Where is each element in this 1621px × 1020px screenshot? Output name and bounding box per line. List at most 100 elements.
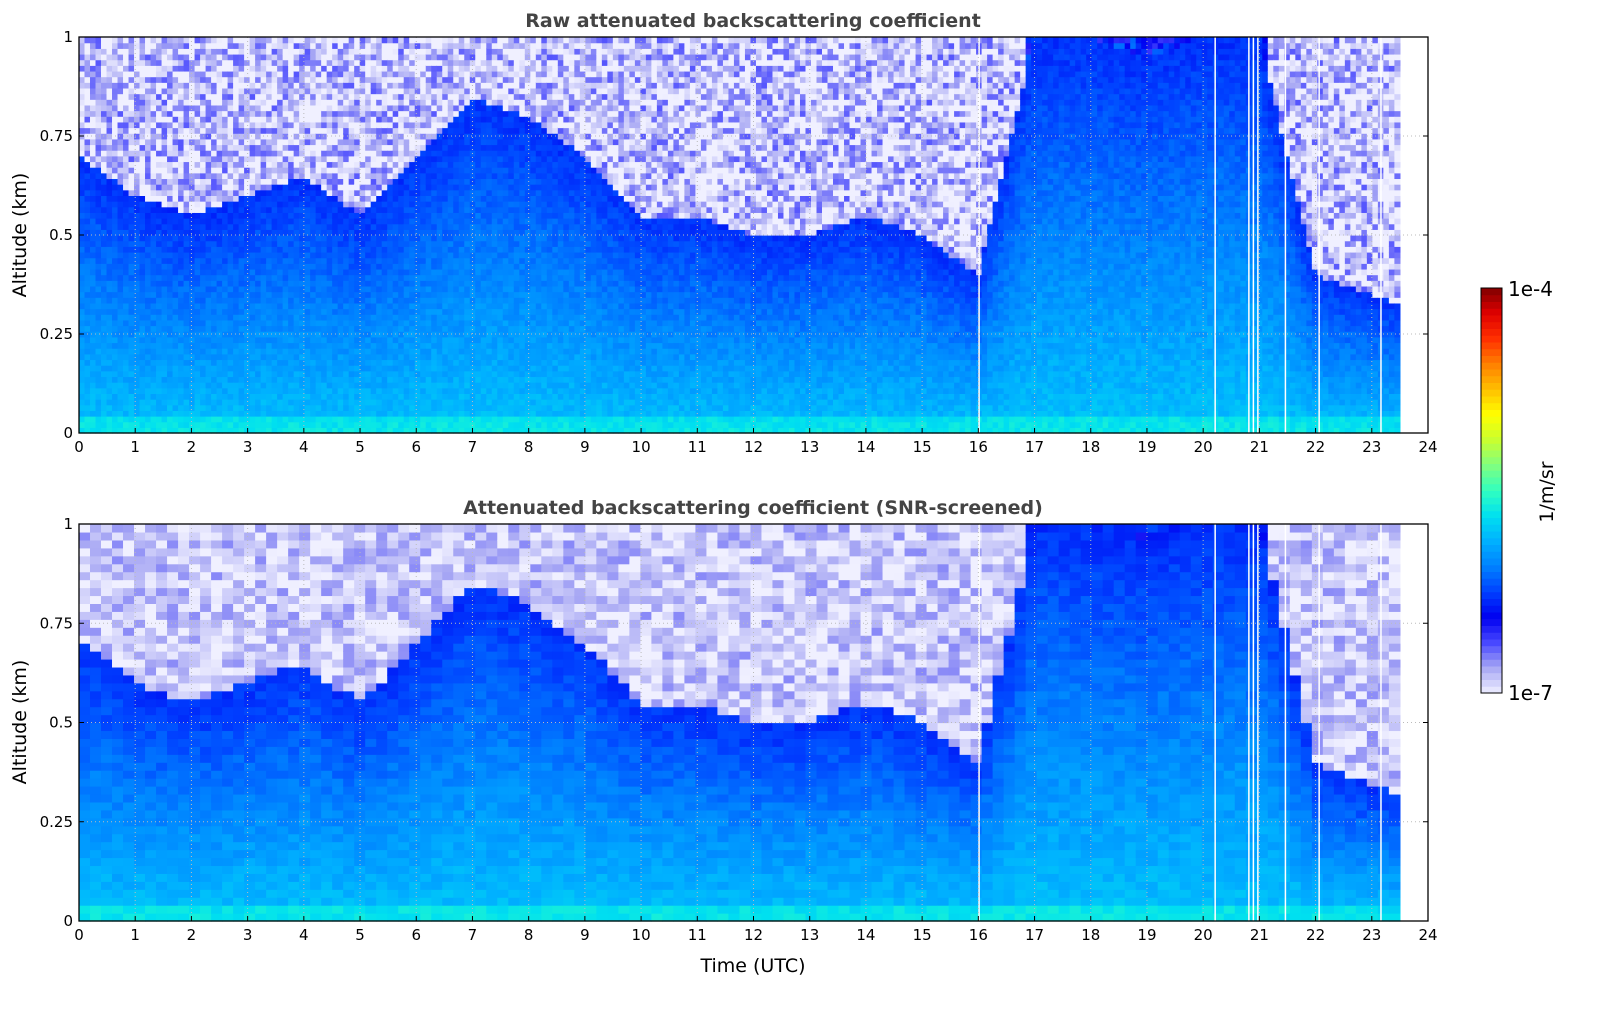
heatmap-cell	[348, 53, 355, 61]
heatmap-cell	[211, 218, 218, 225]
heatmap-cell	[145, 308, 152, 315]
heatmap-cell	[293, 150, 300, 157]
heatmap-cell	[194, 353, 201, 361]
heatmap-cell	[189, 99, 196, 106]
heatmap-cell	[453, 240, 460, 247]
heatmap-cell	[79, 218, 86, 225]
heatmap-cell	[464, 370, 471, 378]
heatmap-cell	[464, 167, 471, 174]
heatmap-cell	[84, 70, 91, 78]
heatmap-cell	[90, 308, 97, 315]
heatmap-cell	[189, 421, 196, 428]
heatmap-cell	[249, 144, 256, 151]
heatmap-cell	[150, 53, 157, 61]
heatmap-cell	[194, 331, 201, 338]
heatmap-cell	[387, 246, 394, 253]
heatmap-cell	[101, 353, 108, 361]
heatmap-cell	[156, 302, 163, 310]
heatmap-cell	[150, 263, 157, 270]
heatmap-cell	[205, 127, 212, 134]
heatmap-cell	[447, 336, 454, 344]
heatmap-cell	[343, 82, 350, 89]
heatmap-cell	[387, 297, 394, 304]
heatmap-cell	[255, 37, 262, 44]
heatmap-cell	[288, 206, 295, 213]
heatmap-cell	[233, 161, 240, 168]
heatmap-cell	[95, 427, 102, 434]
heatmap-cell	[403, 82, 410, 89]
heatmap-cell	[332, 376, 339, 383]
heatmap-cell	[299, 104, 306, 112]
heatmap-cell	[106, 127, 113, 134]
heatmap-cell	[117, 382, 124, 389]
heatmap-cell	[211, 121, 218, 129]
heatmap-cell	[315, 53, 322, 61]
heatmap-cell	[266, 308, 273, 315]
heatmap-cell	[189, 48, 196, 55]
heatmap-cell	[288, 178, 295, 185]
heatmap-cell	[211, 336, 218, 344]
heatmap-cell	[249, 319, 256, 327]
heatmap-cell	[112, 65, 119, 72]
heatmap-cell	[431, 319, 438, 327]
heatmap-cell	[359, 319, 366, 327]
heatmap-cell	[183, 274, 190, 281]
heatmap-cell	[194, 110, 201, 117]
heatmap-cell	[227, 268, 234, 276]
heatmap-cell	[128, 104, 135, 112]
heatmap-cell	[293, 76, 300, 83]
heatmap-cell	[79, 167, 86, 174]
heatmap-cell	[161, 144, 168, 151]
heatmap-cell	[376, 59, 383, 66]
heatmap-cell	[101, 291, 108, 298]
heatmap-cell	[200, 246, 207, 253]
heatmap-cell	[387, 172, 394, 180]
heatmap-cell	[84, 297, 91, 304]
heatmap-cell	[442, 150, 449, 157]
heatmap-cell	[453, 285, 460, 293]
heatmap-cell	[310, 138, 317, 146]
heatmap-cell	[370, 257, 377, 264]
heatmap-cell	[183, 87, 190, 95]
heatmap-cell	[123, 235, 130, 242]
heatmap-cell	[222, 376, 229, 383]
heatmap-cell	[392, 427, 399, 434]
heatmap-cell	[288, 127, 295, 134]
heatmap-cell	[178, 251, 185, 259]
heatmap-cell	[354, 427, 361, 434]
heatmap-cell	[145, 178, 152, 185]
heatmap-cell	[403, 53, 410, 61]
heatmap-cell	[464, 201, 471, 208]
heatmap-cell	[189, 82, 196, 89]
heatmap-cell	[299, 319, 306, 327]
heatmap-cell	[376, 421, 383, 428]
heatmap-cell	[95, 53, 102, 61]
heatmap-cell	[216, 235, 223, 242]
heatmap-cell	[354, 387, 361, 394]
heatmap-cell	[442, 365, 449, 372]
heatmap-cell	[381, 331, 388, 338]
heatmap-cell	[381, 427, 388, 434]
heatmap-cell	[211, 331, 218, 338]
heatmap-cell	[216, 325, 223, 332]
heatmap-cell	[222, 133, 229, 140]
heatmap-cell	[101, 308, 108, 315]
heatmap-cell	[112, 325, 119, 332]
heatmap-cell	[409, 167, 416, 174]
heatmap-cell	[365, 206, 372, 213]
heatmap-cell	[431, 308, 438, 315]
heatmap-cell	[436, 201, 443, 208]
heatmap-cell	[376, 184, 383, 191]
heatmap-cell	[150, 116, 157, 123]
heatmap-cell	[310, 325, 317, 332]
heatmap-cell	[167, 195, 174, 202]
heatmap-cell	[398, 127, 405, 134]
heatmap-cell	[101, 331, 108, 338]
heatmap-cell	[112, 48, 119, 55]
heatmap-cell	[315, 240, 322, 247]
heatmap-cell	[172, 42, 179, 49]
heatmap-cell	[271, 223, 278, 230]
heatmap-cell	[244, 319, 251, 327]
heatmap-cell	[425, 251, 432, 259]
heatmap-cell	[420, 42, 427, 49]
